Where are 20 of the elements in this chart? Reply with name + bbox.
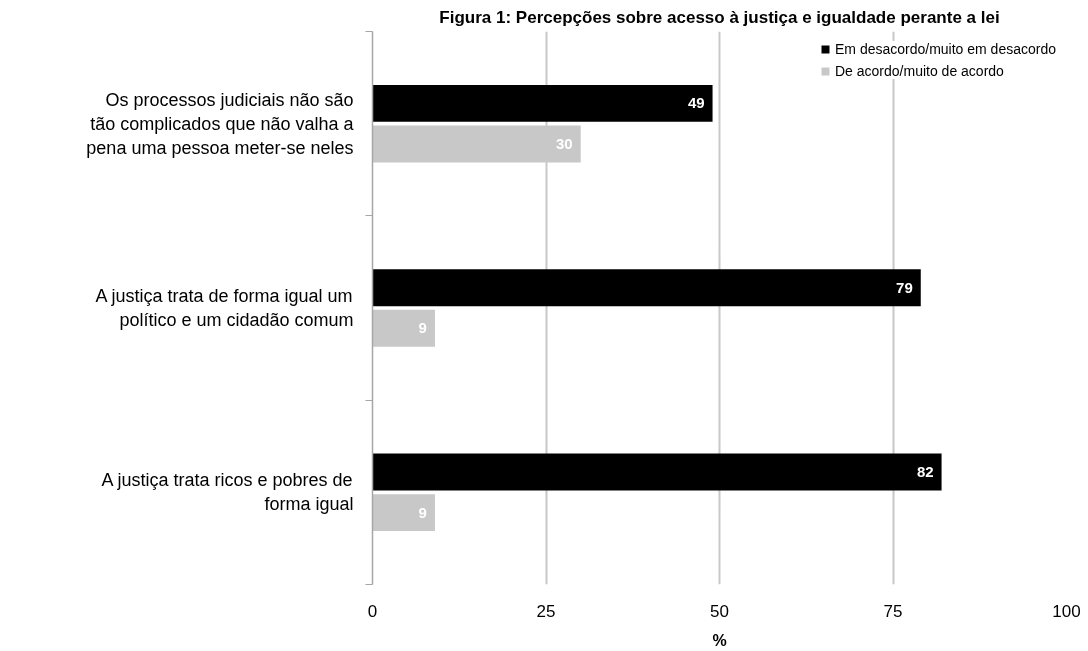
y-tick-label: A justiça trata de forma igual um político e um cidadão comum — [95, 286, 354, 330]
bar — [372, 84, 713, 122]
bar — [372, 269, 921, 307]
bar — [372, 309, 435, 347]
bar — [372, 494, 435, 532]
y-tick-label: Os processos judiciais não são tão complicados que não valha a pena uma pessoa meter-se neles — [86, 89, 355, 158]
data-label: 49 — [687, 94, 705, 112]
x-tick-label: 50 — [710, 601, 729, 621]
chart-title: Figura 1: Percepções sobre acesso à justiça e igualdade perante a lei — [439, 7, 1000, 27]
data-label: 79 — [896, 278, 913, 296]
x-axis-title: % — [712, 631, 727, 649]
y-tick-label: A justiça trata ricos e pobres de forma igual — [101, 470, 354, 515]
bar — [372, 453, 942, 491]
x-tick-label: 25 — [536, 601, 556, 621]
x-tick-label: 100 — [1052, 601, 1081, 621]
data-label: 82 — [916, 463, 934, 481]
legend-label: De acordo/muito de acordo — [835, 63, 1004, 79]
x-tick-label: 0 — [367, 601, 378, 621]
x-tick-label: 75 — [883, 601, 903, 621]
legend-label: Em desacordo/muito em desacordo — [835, 41, 1056, 57]
